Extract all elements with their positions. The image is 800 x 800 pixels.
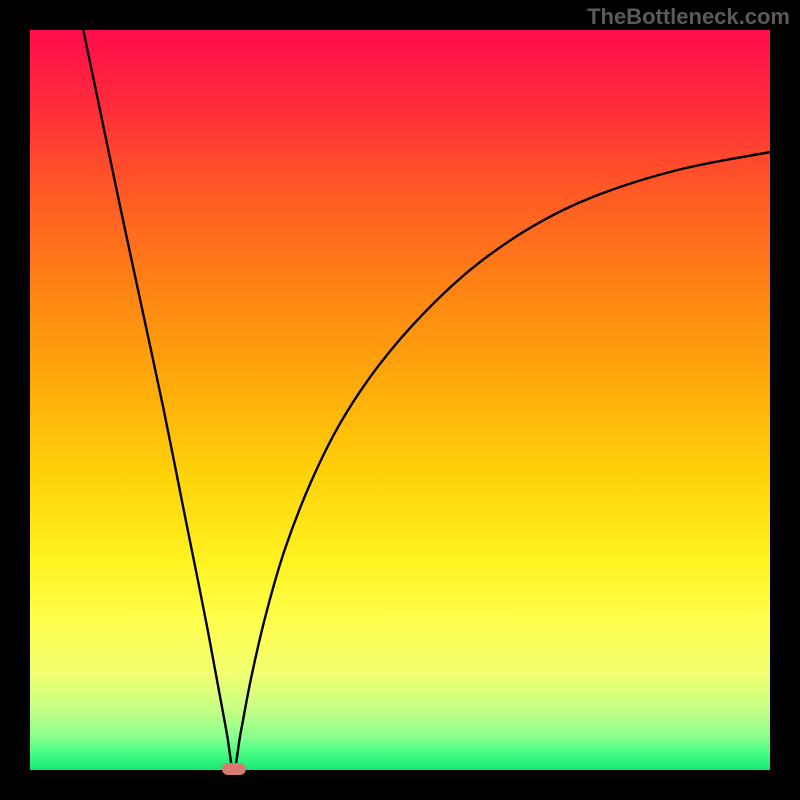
watermark-text: TheBottleneck.com [587,4,790,30]
chart-min-marker [222,763,246,775]
chart-plot-area [30,30,770,770]
chart-curve [30,30,770,770]
